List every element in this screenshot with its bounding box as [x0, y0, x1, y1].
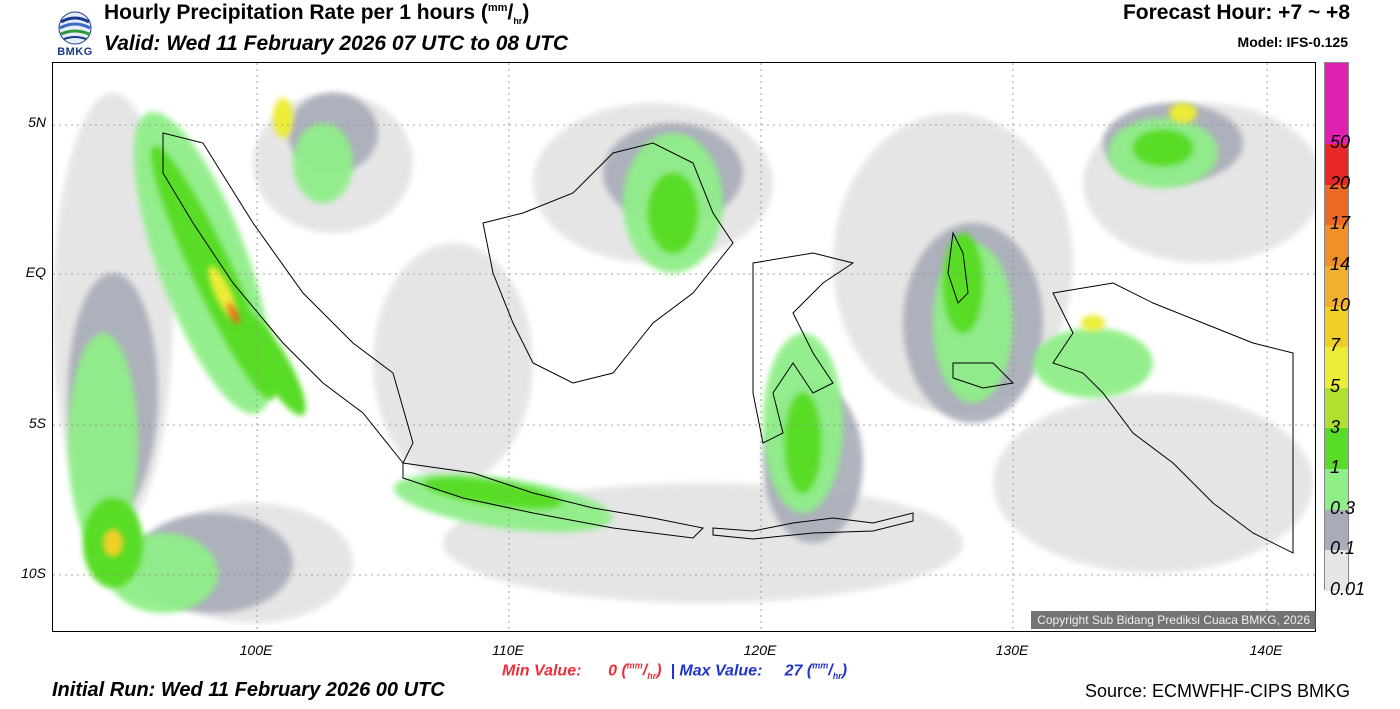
lon-label-140e: 140E [1249, 642, 1283, 658]
valid-time: Valid: Wed 11 February 2026 07 UTC to 08… [104, 32, 569, 55]
lon-label-120e: 120E [743, 642, 777, 658]
lon-label-110e: 110E [492, 642, 524, 658]
initial-run: Initial Run: Wed 11 February 2026 00 UTC [52, 679, 445, 701]
legend-label: 5 [1330, 375, 1341, 396]
legend-swatch [1325, 509, 1348, 551]
min-value: 0 [608, 662, 617, 680]
legend-colorbar [1324, 62, 1349, 591]
legend-swatch [1325, 428, 1348, 470]
stats-separator: | [670, 662, 675, 680]
data-source: Source: ECMWFHF-CIPS BMKG [1084, 681, 1350, 701]
value-stats: Min Value: 0 (mm/hr) | Max Value: 27 (mm… [502, 661, 848, 682]
legend-label: 3 [1330, 416, 1341, 437]
legend-swatch [1325, 550, 1348, 591]
precipitation-map [52, 62, 1316, 632]
copyright-notice: Copyright Sub Bidang Prediksi Cuaca BMKG… [1031, 611, 1316, 629]
legend-swatch [1325, 103, 1348, 145]
lat-label-10s: 10S [21, 565, 46, 581]
lon-label-100e: 100E [239, 642, 273, 658]
max-value: 27 [784, 662, 803, 680]
model-name: Model: IFS-0.125 [1237, 34, 1348, 50]
page-title: Hourly Precipitation Rate per 1 hours (m… [104, 1, 530, 27]
legend-swatch [1325, 347, 1348, 388]
max-value-label: Max Value: [679, 662, 763, 680]
legend-label: 14 [1330, 254, 1351, 275]
legend-label: 1 [1330, 457, 1341, 478]
legend-swatch [1325, 469, 1348, 510]
min-value-label: Min Value: [502, 662, 582, 680]
legend-label: 0.01 [1330, 579, 1366, 599]
lon-label-130e: 130E [995, 642, 1029, 658]
legend-label: 0.3 [1330, 497, 1356, 518]
legend-label: 17 [1330, 213, 1351, 234]
forecast-hour: Forecast Hour: +7 ~ +8 [1122, 1, 1350, 24]
legend-swatch [1325, 225, 1348, 267]
legend-swatch [1325, 144, 1348, 185]
legend-label: 50 [1330, 132, 1351, 153]
legend-label: 7 [1330, 335, 1341, 356]
bmkg-logo-icon [58, 11, 92, 45]
legend-swatch-top [1325, 63, 1348, 104]
legend-swatch [1325, 184, 1348, 226]
legend-swatch [1325, 306, 1348, 348]
legend-label: 0.1 [1330, 538, 1356, 559]
lat-label-5n: 5N [28, 114, 46, 130]
map-canvas [53, 63, 1315, 631]
logo-text: BMKG [57, 46, 93, 58]
lat-label-eq: EQ [25, 264, 46, 280]
legend-swatch [1325, 387, 1348, 429]
legend-swatch [1325, 266, 1348, 307]
lat-label-5s: 5S [28, 415, 46, 431]
legend-label: 20 [1330, 172, 1351, 193]
legend-label: 10 [1330, 294, 1351, 315]
